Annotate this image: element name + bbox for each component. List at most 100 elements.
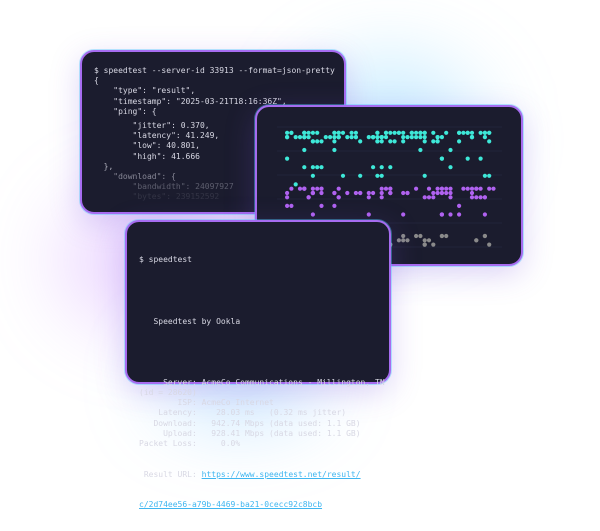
upload-dot — [396, 238, 401, 243]
download-dot — [414, 186, 419, 191]
download-dot — [461, 186, 466, 191]
download-dot — [358, 190, 363, 196]
ping-dot — [293, 182, 298, 187]
download-dot — [439, 186, 444, 191]
ping-dot — [371, 165, 376, 170]
ping-dot — [293, 135, 298, 140]
ping-dot — [375, 173, 380, 178]
download-dot — [353, 190, 358, 196]
ping-dot — [375, 135, 380, 140]
ping-dot — [388, 165, 393, 170]
ping-dot — [383, 130, 389, 135]
ping-dot — [418, 135, 423, 140]
download-dot — [336, 195, 341, 200]
upload-dot — [405, 238, 410, 243]
download-dot — [289, 186, 294, 191]
upload-dot — [418, 233, 423, 239]
upload-dot — [482, 233, 487, 239]
upload-dot — [439, 233, 444, 239]
download-dot — [474, 195, 479, 200]
ping-dot — [332, 130, 337, 135]
ping-dot — [340, 130, 346, 135]
json-line: { — [94, 76, 99, 86]
ping-dot — [379, 139, 384, 144]
ping-dot — [379, 165, 384, 170]
ping-dot — [302, 165, 307, 170]
download-dot — [336, 186, 341, 191]
download-dot — [482, 212, 487, 217]
upload-dot — [401, 233, 406, 239]
ping-dot — [289, 130, 294, 135]
prompt-line: $ speedtest — [139, 255, 192, 265]
ping-dot — [401, 139, 406, 144]
ping-dot — [422, 173, 427, 178]
ping-dot — [319, 139, 324, 144]
upload-dot — [426, 238, 432, 243]
ping-dot — [465, 130, 470, 135]
ping-dot — [439, 135, 444, 140]
download-dot — [401, 190, 406, 196]
download-dot — [379, 186, 384, 191]
download-dot — [444, 186, 449, 191]
ping-dot — [306, 135, 311, 140]
download-dot — [482, 195, 487, 200]
download-dot — [332, 190, 337, 196]
ping-dot — [422, 130, 427, 135]
ping-dot — [431, 130, 436, 135]
download-dot — [388, 186, 393, 191]
ping-dot — [315, 165, 320, 170]
upload-dot — [487, 242, 492, 247]
json-line: "bandwidth": 24097927 — [94, 182, 234, 192]
download-dot — [345, 190, 350, 196]
download-dot — [319, 190, 324, 196]
ping-dot — [414, 130, 419, 135]
json-line: "bytes": 239152592 — [94, 192, 220, 202]
ping-dot — [439, 156, 444, 161]
ping-dot — [353, 130, 358, 135]
json-line: "high": 41.666 — [94, 151, 200, 161]
ping-dot — [482, 173, 487, 178]
download-dot — [383, 186, 389, 191]
ping-dot — [349, 130, 354, 135]
ping-dot — [448, 147, 453, 153]
ping-dot — [285, 130, 290, 135]
ping-dot — [379, 135, 384, 140]
download-dot — [478, 186, 483, 191]
ping-dot — [435, 139, 440, 144]
download-dot — [491, 186, 496, 191]
ping-dot — [336, 130, 341, 135]
download-dot — [487, 186, 492, 191]
download-dot — [285, 195, 290, 200]
download-dot — [474, 186, 479, 191]
ping-dot — [306, 130, 311, 135]
cli-terminal-window: $ speedtest ​ Speedtest by Ookla ​ Serve… — [125, 220, 391, 509]
ping-dot — [401, 130, 406, 135]
json-line: "jitter": 0.370, — [94, 121, 210, 131]
download-dot — [319, 203, 324, 208]
download-dot — [315, 186, 320, 191]
download-dot — [285, 190, 290, 196]
download-dot — [439, 212, 444, 217]
ping-dot — [478, 130, 483, 135]
download-dot — [310, 186, 315, 191]
ping-dot — [409, 135, 414, 140]
ping-dot — [349, 135, 354, 140]
download-dot — [310, 212, 315, 217]
download-dot — [422, 195, 427, 200]
ping-dot — [358, 173, 363, 178]
result-url-label: Result URL: — [139, 469, 202, 479]
ping-dot — [332, 147, 337, 153]
download-dot — [332, 203, 337, 208]
ping-dot — [422, 135, 427, 140]
result-url-link-cont[interactable]: c/2d74ee56-a79b-4469-ba21-0cecc92c8bcb — [139, 500, 323, 510]
download-dot — [405, 190, 410, 196]
download-dot — [448, 190, 453, 196]
ping-dot — [310, 139, 315, 144]
ping-dot — [340, 173, 346, 178]
upload-dot — [401, 238, 406, 243]
download-dot — [310, 190, 315, 196]
download-dot — [302, 186, 307, 191]
download-dot — [379, 195, 384, 200]
download-dot — [469, 190, 475, 196]
result-url-link[interactable]: https://www.speedtest.net/result/ — [201, 469, 361, 479]
